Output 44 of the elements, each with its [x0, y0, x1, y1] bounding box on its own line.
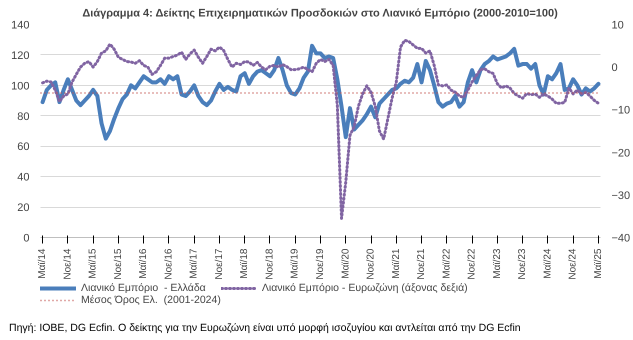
x-tick-label: Νοε/17	[214, 248, 225, 280]
y-tick-label: 80	[17, 110, 30, 123]
x-tick-label: Μαϊ/21	[390, 248, 402, 279]
x-tick-label: Μαϊ/17	[188, 248, 200, 279]
x-tick-label: Νοε/19	[315, 248, 326, 280]
y2-tick-label: 10	[612, 20, 624, 32]
y-tick-label: 20	[17, 202, 30, 214]
y2-tick-label: −10	[612, 104, 630, 117]
x-tick-label: Νοε/14	[62, 248, 74, 280]
y2-tick-label: 0	[612, 62, 618, 74]
y-tick-label: 100	[11, 80, 30, 92]
x-tick-label: Μαϊ/14	[37, 248, 48, 279]
x-tick-label: Νοε/18	[264, 248, 276, 280]
x-tick-label: Μαϊ/18	[239, 248, 250, 279]
x-tick-label: Μαϊ/16	[138, 248, 150, 279]
y2-tick-label: −30	[612, 190, 630, 202]
chart-title: Διάγραμμα 4: Δείκτης Επιχειρηματικών Προσδοκιών στο Λιανικό Εμπόριο (2000-2010=100)	[82, 8, 558, 20]
y-tick-label: 0	[23, 232, 30, 244]
text: Πηγή: IOBE, DG Ecfin. Ο δείκτης για την Ευρωζώνη είναι υπό μορφή ισοζυγίου και αντλείται από την DG Ecfin	[9, 321, 521, 336]
y-tick-label: 120	[11, 50, 30, 62]
x-tick-label: Μαϊ/15	[88, 248, 99, 279]
y-tick-label: 40	[17, 172, 30, 184]
x-tick-label: Νοε/15	[112, 248, 124, 280]
legend-label: Λιανικό Εμπόριο - Ελλάδα	[81, 282, 206, 294]
y2-tick-label: −40	[612, 232, 630, 244]
x-tick-label: Νοε/21	[416, 248, 428, 280]
x-tick-label: Νοε/20	[366, 248, 377, 280]
x-tick-label: Νοε/22	[466, 248, 478, 280]
line-series	[40, 44, 600, 141]
x-tick-label: Νοε/23	[517, 248, 528, 280]
y-tick-label: 140	[11, 20, 30, 32]
y2-tick-label: −20	[612, 147, 630, 160]
x-tick-label: Μαϊ/20	[340, 248, 352, 279]
line-series	[41, 38, 600, 220]
legend-label: Μέσος Όρος Ελ. (2001-2024)	[81, 294, 221, 306]
x-tick-label: Μαϊ/19	[290, 248, 301, 279]
x-tick-label: Μαϊ/22	[441, 248, 452, 279]
x-tick-label: Μαϊ/23	[492, 248, 503, 279]
x-tick-label: Νοε/16	[163, 248, 174, 280]
x-tick-label: Μαϊ/24	[542, 248, 554, 279]
x-tick-label: Μαϊ/25	[592, 248, 604, 279]
legend-label: Λιανικό Εμπόριο - Ευρωζώνη (άξονας δεξιά)	[262, 282, 468, 294]
x-tick-label: Νοε/24	[568, 248, 579, 280]
y-tick-label: 60	[17, 141, 30, 154]
